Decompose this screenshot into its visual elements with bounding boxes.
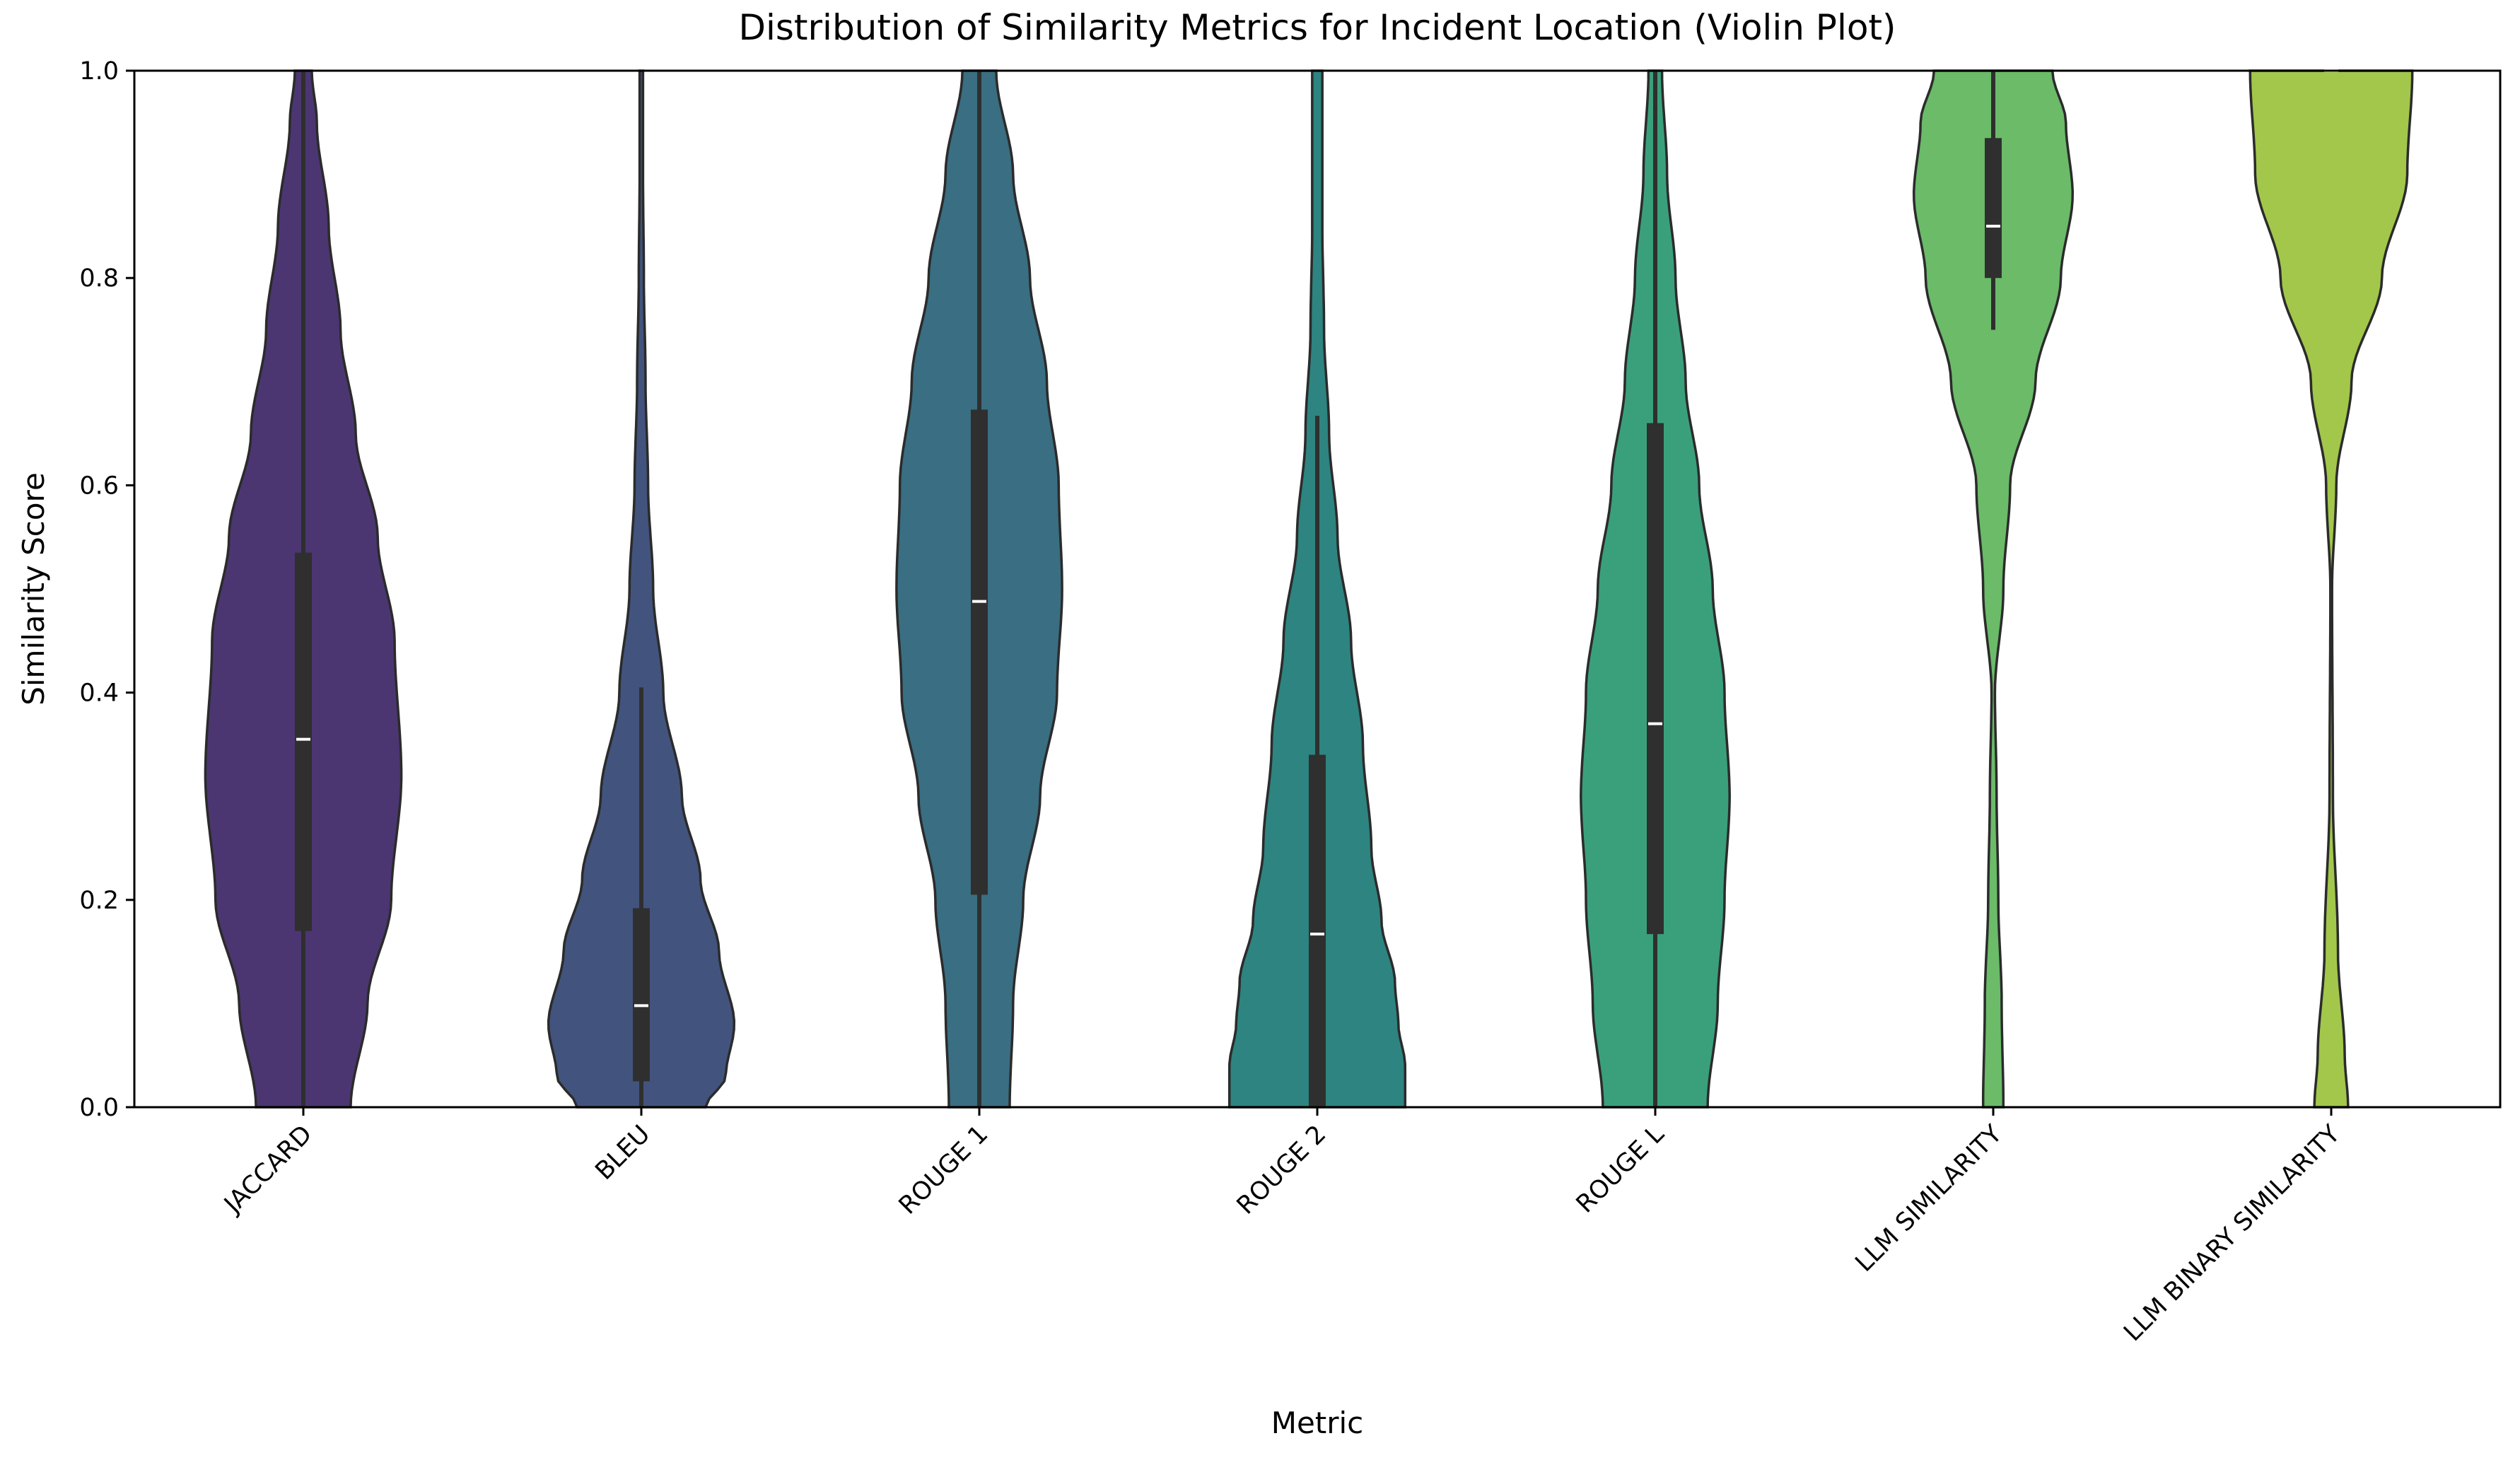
iqr-box <box>295 552 312 931</box>
iqr-box <box>971 409 988 895</box>
boxplots-group <box>295 69 2338 1107</box>
x-tick-label: JACCARD <box>218 1120 318 1220</box>
chart-title: Distribution of Similarity Metrics for I… <box>738 7 1896 48</box>
iqr-box <box>633 908 650 1082</box>
x-tick-label: LLM SIMILARITY <box>1850 1120 2008 1278</box>
x-tick-label: BLEU <box>590 1120 656 1186</box>
iqr-box <box>1985 138 2002 279</box>
y-tick-label: 0.2 <box>79 887 119 915</box>
violin-llm-binary-similarity <box>2248 69 2414 1109</box>
y-tick-label: 1.0 <box>79 57 119 86</box>
y-axis-label: Similarity Score <box>16 472 51 706</box>
x-tick-label: ROUGE L <box>1571 1120 1670 1219</box>
iqr-box <box>1647 423 1664 935</box>
x-axis-label: Metric <box>1271 1406 1364 1440</box>
x-axis: JACCARD BLEU ROUGE 1 ROUGE 2 ROUGE L LLM SIMI… <box>218 1107 2346 1347</box>
x-tick-label: LLM BINARY SIMILARITY <box>2118 1120 2346 1348</box>
y-tick-label: 0.6 <box>79 472 119 500</box>
y-tick-label: 0.8 <box>79 264 119 293</box>
y-tick-label: 0.0 <box>79 1094 119 1122</box>
y-axis: 0.0 0.2 0.4 0.6 0.8 1.0 <box>79 57 134 1122</box>
x-tick-label: ROUGE 1 <box>894 1120 994 1220</box>
x-tick-label: ROUGE 2 <box>1232 1120 1332 1220</box>
iqr-box <box>1309 754 1326 1107</box>
y-tick-label: 0.4 <box>79 679 119 708</box>
